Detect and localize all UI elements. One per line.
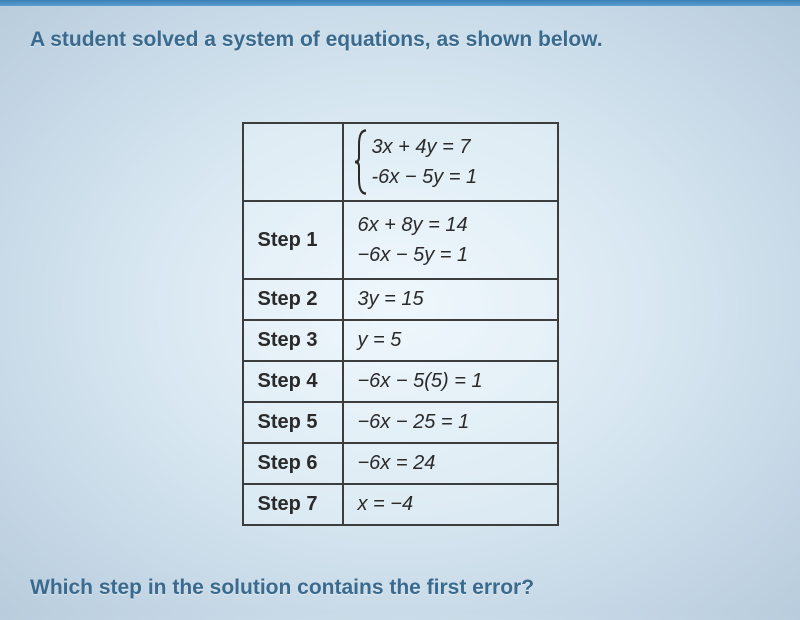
- step-label: Step 4: [243, 361, 343, 402]
- step-equation: y = 5: [343, 320, 558, 361]
- table-row: Step 5 −6x − 25 = 1: [243, 402, 558, 443]
- table-row: Step 4 −6x − 5(5) = 1: [243, 361, 558, 402]
- system-equations-cell: 3x + 4y = 7 -6x − 5y = 1: [343, 123, 558, 201]
- system-eq2: -6x − 5y = 1: [372, 162, 543, 192]
- content-area: A student solved a system of equations, …: [0, 0, 800, 620]
- step-label: Step 2: [243, 279, 343, 320]
- table-container: 3x + 4y = 7 -6x − 5y = 1 Step 1 6x + 8y …: [30, 122, 770, 526]
- left-brace-icon: [354, 128, 368, 196]
- followup-question: Which step in the solution contains the …: [30, 576, 770, 600]
- step1-eq1: 6x + 8y = 14: [358, 210, 543, 240]
- step-equation-cell: 6x + 8y = 14 −6x − 5y = 1: [343, 201, 558, 279]
- step-label: Step 7: [243, 484, 343, 525]
- table-row: Step 1 6x + 8y = 14 −6x − 5y = 1: [243, 201, 558, 279]
- system-eq1: 3x + 4y = 7: [372, 132, 543, 162]
- step-equation: −6x − 5(5) = 1: [343, 361, 558, 402]
- step-equation: x = −4: [343, 484, 558, 525]
- step-equation: −6x − 25 = 1: [343, 402, 558, 443]
- step-label: Step 1: [243, 201, 343, 279]
- step1-eq2: −6x − 5y = 1: [358, 240, 543, 270]
- step-equation: −6x = 24: [343, 443, 558, 484]
- table-row: Step 2 3y = 15: [243, 279, 558, 320]
- empty-header-cell: [243, 123, 343, 201]
- table-row: Step 7 x = −4: [243, 484, 558, 525]
- table-row-system: 3x + 4y = 7 -6x − 5y = 1: [243, 123, 558, 201]
- step-label: Step 3: [243, 320, 343, 361]
- table-row: Step 3 y = 5: [243, 320, 558, 361]
- step-equation: 3y = 15: [343, 279, 558, 320]
- table-row: Step 6 −6x = 24: [243, 443, 558, 484]
- question-prompt: A student solved a system of equations, …: [30, 28, 770, 52]
- step-label: Step 6: [243, 443, 343, 484]
- solution-steps-table: 3x + 4y = 7 -6x − 5y = 1 Step 1 6x + 8y …: [242, 122, 559, 526]
- step-label: Step 5: [243, 402, 343, 443]
